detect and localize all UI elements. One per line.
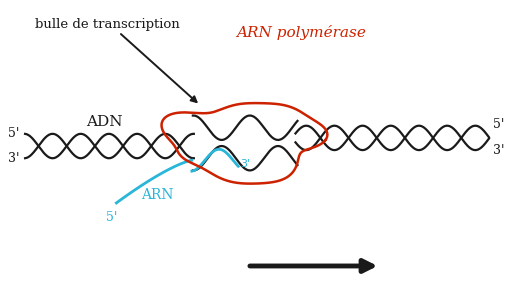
Text: 3': 3' xyxy=(493,144,504,157)
Text: ADN: ADN xyxy=(86,115,122,129)
Text: 5': 5' xyxy=(8,126,19,139)
Text: 3': 3' xyxy=(240,158,250,168)
Text: 5': 5' xyxy=(106,211,117,224)
Text: ARN: ARN xyxy=(141,188,174,202)
Text: 3': 3' xyxy=(8,152,19,165)
Text: bulle de transcription: bulle de transcription xyxy=(35,18,180,31)
Text: ARN polymérase: ARN polymérase xyxy=(236,25,366,40)
Text: 5': 5' xyxy=(493,118,504,131)
